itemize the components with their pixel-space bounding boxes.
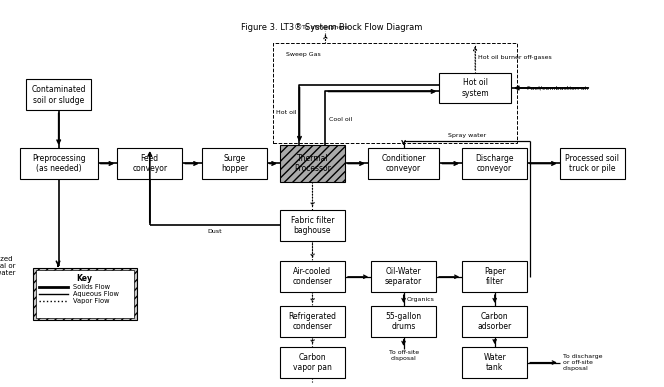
Bar	[462, 347, 527, 378]
Text: Figure 3. LT3® System Block Flow Diagram: Figure 3. LT3® System Block Flow Diagram	[241, 23, 423, 32]
Text: Vapor Flow: Vapor Flow	[73, 298, 110, 304]
Text: Oversized
material or
wastewater: Oversized material or wastewater	[0, 257, 17, 276]
Text: Carbon
adsorber: Carbon adsorber	[477, 312, 512, 331]
Bar	[280, 210, 345, 241]
Text: Dust: Dust	[208, 229, 222, 234]
Text: Key: Key	[77, 274, 93, 283]
Bar	[368, 148, 440, 179]
Text: Hot oil
system: Hot oil system	[461, 78, 489, 98]
Text: Processed soil
truck or pile: Processed soil truck or pile	[565, 154, 620, 173]
Bar	[371, 306, 436, 337]
Text: Solids Flow: Solids Flow	[73, 284, 110, 290]
Text: Hot oil burner off-gases: Hot oil burner off-gases	[478, 55, 552, 60]
Text: 55-gallon
drums: 55-gallon drums	[386, 312, 422, 331]
Bar	[371, 261, 436, 292]
Bar	[280, 145, 345, 182]
Bar	[33, 268, 137, 320]
Text: To atmosphere: To atmosphere	[302, 25, 349, 30]
Text: Preprocessing
(as needed): Preprocessing (as needed)	[32, 154, 86, 173]
Text: Water
tank: Water tank	[483, 353, 506, 372]
Bar	[280, 306, 345, 337]
Text: Air-cooled
condenser: Air-cooled condenser	[293, 267, 333, 286]
Bar	[202, 148, 267, 179]
Text: Refrigerated
condenser: Refrigerated condenser	[288, 312, 337, 331]
Bar	[118, 148, 183, 179]
Text: Aqueous Flow: Aqueous Flow	[73, 291, 119, 297]
Text: Conditioner
conveyor: Conditioner conveyor	[381, 154, 426, 173]
Bar	[36, 270, 133, 318]
Text: Fuel/combustion air: Fuel/combustion air	[527, 86, 589, 91]
Text: Paper
filter: Paper filter	[484, 267, 505, 286]
Bar	[280, 347, 345, 378]
Text: To off-site
disposal: To off-site disposal	[388, 350, 418, 361]
Text: To discharge
or off-site
disposal: To discharge or off-site disposal	[563, 354, 602, 371]
Bar	[462, 306, 527, 337]
Text: Spray water: Spray water	[448, 133, 486, 138]
Text: Cool oil: Cool oil	[329, 117, 352, 122]
Text: Fabric filter
baghouse: Fabric filter baghouse	[291, 216, 334, 235]
Text: Oil-Water
separator: Oil-Water separator	[385, 267, 422, 286]
Text: Hot oil: Hot oil	[276, 110, 296, 115]
Text: Discharge
conveyor: Discharge conveyor	[475, 154, 514, 173]
Text: Carbon
vapor pan: Carbon vapor pan	[293, 353, 332, 372]
Bar	[274, 43, 517, 143]
Text: Surge
hopper: Surge hopper	[221, 154, 248, 173]
Text: Sweep Gas: Sweep Gas	[286, 52, 321, 57]
Bar	[440, 72, 511, 103]
Bar	[462, 261, 527, 292]
Text: Contaminated
soil or sludge: Contaminated soil or sludge	[31, 85, 86, 104]
Text: Organics: Organics	[407, 296, 435, 301]
Text: Thermal
Processor: Thermal Processor	[294, 154, 331, 173]
Bar	[560, 148, 625, 179]
Bar	[26, 79, 91, 110]
Bar	[20, 148, 98, 179]
Text: Feed
conveyor: Feed conveyor	[132, 154, 167, 173]
Bar	[462, 148, 527, 179]
Bar	[280, 261, 345, 292]
